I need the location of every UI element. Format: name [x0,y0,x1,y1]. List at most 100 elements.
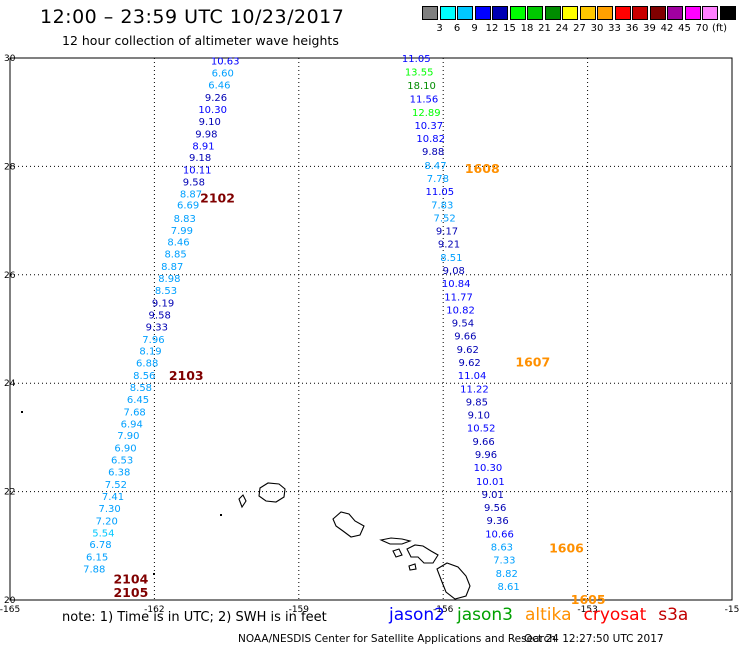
page-subtitle: 12 hour collection of altimeter wave hei… [62,33,339,48]
wave-height-label: 9.56 [484,503,506,514]
wave-height-label: 9.62 [457,345,479,356]
wave-height-label: 10.37 [414,121,443,132]
wave-height-label: 9.10 [199,117,221,128]
color-swatch [702,6,718,20]
wave-height-label: 8.83 [174,214,196,225]
color-swatch [649,6,666,20]
legend-item-s3a: s3a [658,605,689,625]
wave-height-label: 6.90 [114,444,136,455]
wave-height-label: 6.88 [136,359,158,370]
lon-tick-label: -165 [0,605,20,615]
color-scale-label: 45 [678,23,691,34]
wave-height-label: 8.63 [491,542,513,553]
wave-height-label: 8.58 [130,383,152,394]
legend-item-cryosat: cryosat [583,605,647,625]
wave-height-label: 7.30 [99,504,121,515]
lanai-island [392,548,403,558]
wave-height-label: 7.52 [105,480,127,491]
molokai-island [379,537,412,545]
color-scale-label: 30 [590,23,604,34]
niihau-island [238,494,247,509]
lon-tick-label: -162 [144,605,164,615]
wave-height-label: 8.53 [155,286,177,297]
wave-height-label: 8.46 [167,238,189,249]
wave-height-label: 9.58 [183,178,205,189]
color-swatch [492,6,508,20]
color-swatch [422,6,438,20]
color-scale-label: 9 [471,23,478,34]
wave-height-label: 9.98 [195,129,217,140]
wave-height-label: 11.77 [444,292,473,303]
lon-tick-label: -153 [577,605,597,615]
wave-height-label: 9.62 [459,358,481,369]
wave-height-label: 10.30 [474,463,503,474]
wave-height-label: 8.47 [424,161,446,172]
wave-height-label: 6.15 [86,553,108,564]
pass-time-label: 2103 [169,368,204,383]
page-title: 12:00 – 23:59 UTC 10/23/2017 [40,6,345,28]
wave-height-label: 9.26 [205,93,227,104]
footnote: note: 1) Time is in UTC; 2) SWH is in fe… [62,610,327,625]
wave-height-label: 10.01 [476,477,505,488]
wave-height-label: 7.20 [96,516,118,527]
wave-height-label: 9.08 [443,266,465,277]
wave-height-label: 9.58 [149,310,171,321]
color-scale-label: 27 [573,23,586,34]
wave-height-label: 9.01 [482,490,504,501]
wave-height-label: 8.91 [192,141,214,152]
wave-height-label: 9.88 [422,147,444,158]
color-swatch [719,6,736,20]
lat-tick-label: 20 [4,596,16,606]
pass-time-label: 2104 [113,571,148,586]
color-swatch [439,6,456,20]
wave-height-label: 7.99 [171,226,193,237]
wave-height-label: 6.69 [177,200,199,211]
wave-height-label: 9.17 [436,226,458,237]
wave-height-label: 9.66 [472,437,494,448]
color-scale-label: 33 [608,23,621,34]
lon-tick-label: -159 [289,605,310,615]
wave-height-label: 7.83 [431,200,453,211]
wave-height-label: 11.56 [410,95,439,106]
legend-item-altika: altika [525,605,572,625]
wave-height-label: 11.04 [458,371,487,382]
wave-height-label: 13.55 [405,68,434,79]
wave-height-label: 9.54 [452,318,474,329]
kauai-island [258,482,286,503]
wave-height-label: 8.87 [161,262,183,273]
axis-ticks: -165 -162 -159 -156 -153 -15 30 28 26 24 22 20 [0,54,739,615]
color-scale-label: 15 [503,23,516,34]
wave-height-label: 9.18 [189,153,211,164]
wave-height-label: 9.10 [468,411,490,422]
wave-height-label: 9.66 [454,332,476,343]
pass-time-label: 1605 [571,592,606,607]
map-frame [9,57,733,601]
wave-height-label: 6.53 [111,456,133,467]
wave-height-label: 6.60 [212,69,234,80]
wave-height-label: 9.96 [475,450,497,461]
wave-height-label: 7.90 [117,431,139,442]
wave-height-label: 6.45 [127,395,149,406]
color-swatch [544,6,561,20]
color-swatch [457,6,473,20]
wave-height-label: 8.51 [440,253,462,264]
islet-speck [21,411,23,413]
pass-time-label: 2102 [200,190,235,205]
wave-height-label: 7.52 [434,213,456,224]
color-scale-label: 70 [695,23,709,34]
oahu-island [332,511,365,538]
wave-height-label: 10.84 [442,279,471,290]
wave-height-label: 18.10 [407,81,436,92]
wave-height-label: 10.66 [485,529,514,540]
satellite-legend: jason2 jason3 altika cryosat s3a [389,605,700,625]
wave-height-label: 7.88 [83,565,105,576]
islet-speck [153,573,155,575]
wave-height-label: 8.85 [164,250,186,261]
wave-height-label: 10.82 [446,305,475,316]
wave-height-label: 6.94 [121,419,143,430]
color-scale-label: 3 [436,23,443,34]
wave-height-label: 11.05 [426,187,455,198]
lon-tick-label: -15 [725,605,740,615]
